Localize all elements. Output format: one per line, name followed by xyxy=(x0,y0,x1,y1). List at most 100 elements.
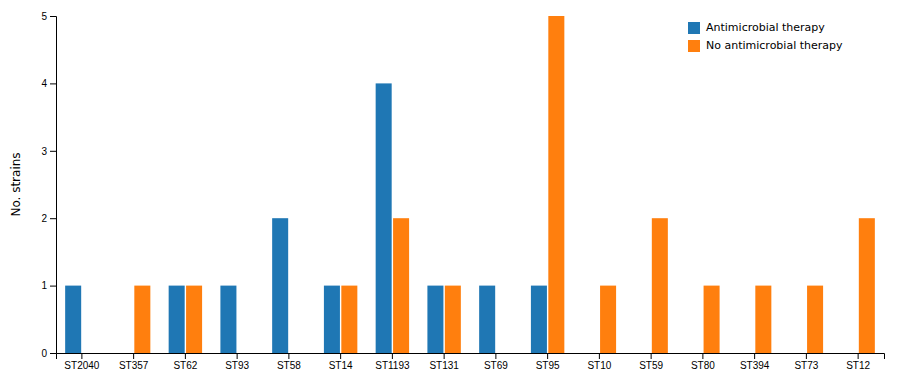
plot: ST2040 ST357 ST62 ST93 ST58 ST14 ST1193 ST131 ST… xyxy=(41,11,884,371)
bar xyxy=(479,286,495,353)
bar xyxy=(220,286,236,353)
tick: 5 xyxy=(41,11,56,22)
tick: ST394 xyxy=(740,353,770,371)
tick-label: ST12 xyxy=(846,360,870,371)
bar xyxy=(427,286,443,353)
legend-swatch xyxy=(688,22,700,34)
tick-label: ST69 xyxy=(484,360,508,371)
tick-label: ST14 xyxy=(329,360,353,371)
tick-label: ST1193 xyxy=(375,360,410,371)
tick-label: 3 xyxy=(41,146,47,157)
tick-mark xyxy=(81,353,82,359)
bar xyxy=(859,218,875,353)
tick: 4 xyxy=(41,78,56,89)
tick-label: ST2040 xyxy=(64,360,99,371)
bar xyxy=(376,83,392,353)
tick-label: 0 xyxy=(41,348,47,359)
tick: ST69 xyxy=(484,353,508,371)
bar xyxy=(445,286,461,353)
y-axis: 0 1 2 3 4 5 xyxy=(41,11,56,359)
tick: 3 xyxy=(41,146,56,157)
tick: ST80 xyxy=(691,353,715,371)
tick: 0 xyxy=(41,348,56,359)
bar xyxy=(652,218,668,353)
tick: ST10 xyxy=(587,353,611,371)
tick-label: ST95 xyxy=(536,360,560,371)
bar xyxy=(117,353,133,354)
tick-label: ST394 xyxy=(740,360,770,371)
tick-label: ST357 xyxy=(119,360,149,371)
bar xyxy=(324,286,340,353)
tick-label: ST58 xyxy=(277,360,301,371)
bar xyxy=(600,286,616,353)
tick: ST95 xyxy=(536,353,560,371)
tick-mark xyxy=(50,353,56,354)
tick: ST93 xyxy=(225,353,249,371)
tick-label: ST10 xyxy=(587,360,611,371)
bar xyxy=(497,353,513,354)
bar xyxy=(548,16,564,353)
bar xyxy=(272,218,288,353)
bar-series xyxy=(65,83,547,353)
legend-item: No antimicrobial therapy xyxy=(688,39,843,52)
tick-mark xyxy=(702,353,703,359)
tick-mark xyxy=(495,353,496,359)
bar xyxy=(790,353,806,354)
tick-mark xyxy=(237,353,238,359)
legend-item: Antimicrobial therapy xyxy=(688,21,825,34)
bar xyxy=(186,286,202,353)
bar xyxy=(755,286,771,353)
tick-label: ST59 xyxy=(639,360,663,371)
tick-mark xyxy=(288,353,289,359)
tick-mark xyxy=(858,353,859,359)
tick-label: 5 xyxy=(41,11,47,22)
bar xyxy=(134,286,150,353)
tick: ST1193 xyxy=(375,353,410,371)
tick: ST62 xyxy=(173,353,197,371)
tick: ST59 xyxy=(639,353,663,371)
tick-mark xyxy=(50,16,56,17)
tick-mark xyxy=(50,83,56,84)
tick-mark xyxy=(754,353,755,359)
tick: ST12 xyxy=(846,353,870,371)
tick-label: ST131 xyxy=(429,360,459,371)
tick-label: ST62 xyxy=(173,360,197,371)
tick-mark xyxy=(444,353,445,359)
tick: ST73 xyxy=(794,353,818,371)
tick-label: 2 xyxy=(41,213,47,224)
bar xyxy=(634,353,650,354)
x-axis: ST2040 ST357 ST62 ST93 ST58 ST14 ST1193 ST131 ST… xyxy=(57,353,885,371)
bar xyxy=(238,353,254,354)
tick-mark xyxy=(50,151,56,152)
tick-mark xyxy=(392,353,393,359)
tick: ST14 xyxy=(329,353,353,371)
tick-mark xyxy=(806,353,807,359)
tick-mark xyxy=(50,286,56,287)
bar xyxy=(841,353,857,354)
tick: ST58 xyxy=(277,353,301,371)
tick-label: 4 xyxy=(41,78,47,89)
tick: ST2040 xyxy=(64,353,99,371)
bar xyxy=(686,353,702,354)
bar xyxy=(583,353,599,354)
chart-svg: ST2040 ST357 ST62 ST93 ST58 ST14 ST1193 ST131 ST… xyxy=(0,0,900,389)
bar xyxy=(290,353,306,354)
tick-label: ST93 xyxy=(225,360,249,371)
bar xyxy=(341,286,357,353)
bar-series xyxy=(134,16,875,353)
tick-mark xyxy=(651,353,652,359)
tick-mark xyxy=(547,353,548,359)
axis-line xyxy=(50,17,57,354)
bar xyxy=(169,286,185,353)
bar xyxy=(807,286,823,353)
tick-label: ST80 xyxy=(691,360,715,371)
bar xyxy=(65,286,81,353)
tick-mark xyxy=(340,353,341,359)
bar xyxy=(704,286,720,353)
tick-label: ST73 xyxy=(794,360,818,371)
tick-label: 1 xyxy=(41,280,47,291)
bars xyxy=(65,16,875,353)
axis-line xyxy=(57,354,885,360)
tick: 2 xyxy=(41,213,56,224)
tick-mark xyxy=(50,218,56,219)
